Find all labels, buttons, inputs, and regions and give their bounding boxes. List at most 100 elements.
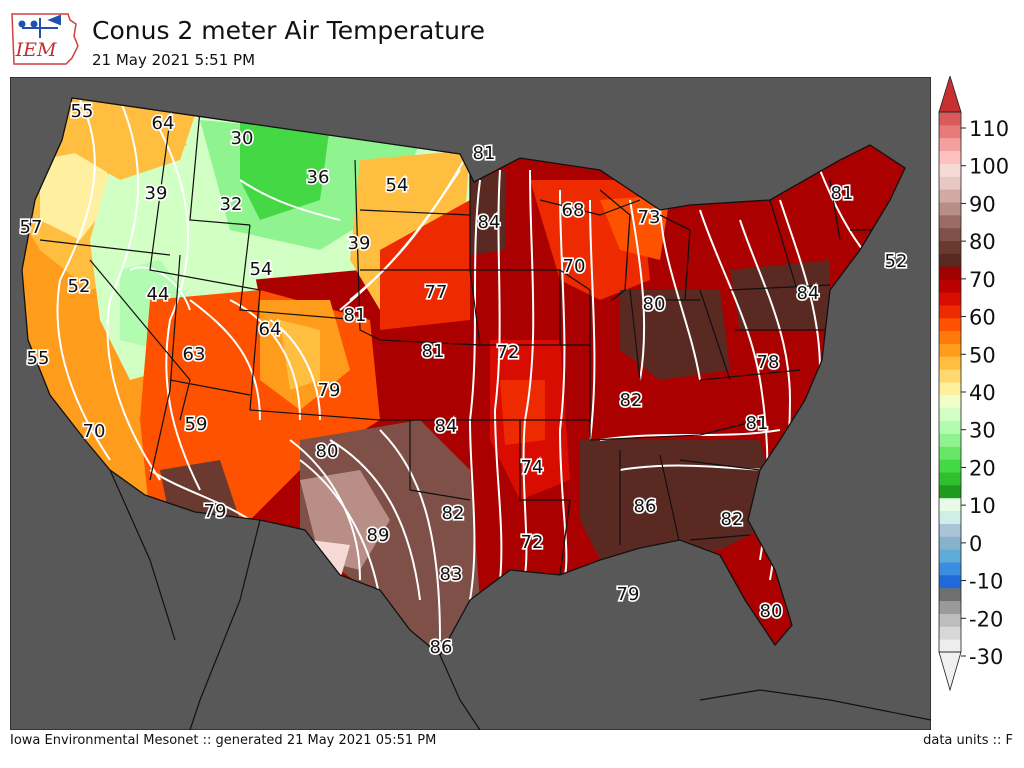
weather-station-icon [18, 14, 61, 38]
temp-label: 79 [204, 501, 227, 522]
temp-label: 84 [478, 212, 501, 233]
temp-label: 63 [183, 344, 206, 365]
colorbar-tick-label: 50 [969, 343, 996, 367]
temp-label: 74 [521, 457, 544, 478]
logo-text: IEM [15, 39, 57, 61]
temp-label: 68 [562, 200, 585, 221]
colorbar-tick-label: 60 [969, 306, 996, 330]
temp-label: 84 [435, 416, 458, 437]
temp-label: 44 [147, 284, 170, 305]
colorbar-swatch [939, 356, 961, 370]
colorbar-swatch [939, 626, 961, 640]
colorbar-swatch [939, 510, 961, 524]
colorbar-swatch [939, 124, 961, 139]
colorbar-swatch [939, 562, 961, 576]
colorbar-swatch [939, 202, 961, 216]
colorbar-swatch [939, 227, 961, 242]
colorbar-swatch [939, 472, 961, 486]
colorbar-swatch [939, 253, 961, 267]
temp-label: 80 [760, 601, 783, 622]
colorbar-swatch [939, 137, 961, 152]
colorbar-tick-label: 80 [969, 230, 996, 254]
colorbar-swatch [939, 407, 961, 422]
colorbar-tick-label: 90 [969, 192, 996, 216]
colorbar-swatch [939, 240, 961, 254]
colorbar-extend-low [938, 651, 962, 692]
isotherm-lines [56, 99, 881, 641]
colorbar-swatch [939, 163, 961, 177]
colorbar-swatch [939, 382, 961, 396]
temp-label: 57 [20, 217, 43, 238]
colorbar-tick-label: 20 [969, 456, 996, 480]
temp-label: 73 [638, 207, 661, 228]
colorbar-tick-label: 0 [969, 532, 982, 556]
colorbar-swatch [939, 330, 961, 344]
colorbar-swatch [939, 536, 961, 550]
colorbar-frame [938, 111, 962, 653]
neighbor-land [109, 469, 931, 730]
temp-label: 86 [634, 496, 657, 517]
colorbar-swatch [939, 446, 961, 460]
colorbar-swatch [939, 304, 961, 319]
temp-label: 89 [367, 525, 390, 546]
colorbar-swatch [939, 176, 961, 190]
colorbar-extend-high [938, 76, 962, 113]
colorbar-swatch [939, 600, 961, 614]
temp-label: 59 [185, 414, 208, 435]
colorbar-swatch [939, 214, 961, 229]
colorbar-swatch [939, 292, 961, 306]
colorbar-swatch [939, 394, 961, 409]
temperature-labels: 55 64 30 81 36 54 39 32 84 68 73 81 57 3… [18, 99, 909, 659]
colorbar-tick-label: -20 [969, 607, 1003, 631]
colorbar-swatch [939, 112, 961, 126]
footer-credit: Iowa Environmental Mesonet :: generated … [10, 733, 437, 748]
temp-label: 81 [746, 413, 769, 434]
colorbar-swatch [939, 189, 961, 203]
colorbar-swatch [939, 523, 961, 537]
colorbar-swatch [939, 420, 961, 434]
temp-label: 81 [344, 305, 367, 326]
temp-label: 81 [473, 143, 496, 164]
colorbar-swatch [939, 549, 961, 563]
colorbar-swatch [939, 639, 961, 653]
iem-logo: IEM [11, 13, 79, 65]
temp-label: 72 [497, 342, 520, 363]
coastlines [21, 97, 906, 657]
colorbar-swatch [939, 497, 961, 512]
colorbar-tick-label: 40 [969, 381, 996, 405]
temp-label: 64 [152, 113, 175, 134]
state-borders [39, 109, 890, 576]
colorbar-tick-label: 110 [969, 117, 1009, 141]
colorbar-swatch [939, 343, 961, 357]
colorbar-swatch [939, 613, 961, 627]
temp-label: 36 [307, 167, 330, 188]
temp-label: 54 [386, 175, 409, 196]
temp-label: 78 [757, 352, 780, 373]
temp-label: 72 [521, 532, 544, 553]
temp-label: 52 [885, 251, 908, 272]
colorbar-swatch [939, 150, 961, 164]
temp-label: 54 [250, 259, 273, 280]
colorbar-swatch [939, 574, 961, 589]
colorbar-swatch [939, 279, 961, 293]
temp-label: 83 [440, 564, 463, 585]
temp-label: 82 [620, 390, 643, 411]
temp-label: 64 [259, 319, 282, 340]
temp-label: 82 [442, 503, 465, 524]
colorbar-swatch [939, 266, 961, 280]
temp-label: 77 [425, 282, 448, 303]
temp-label: 39 [145, 183, 168, 204]
colorbar-swatches [939, 112, 961, 653]
colorbar-tick-label: 70 [969, 268, 996, 292]
temp-label: 55 [27, 348, 50, 369]
colorbar-tick-label: 10 [969, 494, 996, 518]
temp-label: 55 [71, 101, 94, 122]
temp-label: 70 [563, 256, 586, 277]
temp-label: 39 [348, 233, 371, 254]
temp-label: 79 [617, 584, 640, 605]
colorbar-swatch [939, 317, 961, 332]
colorbar-tick-label: -30 [969, 645, 1003, 669]
temp-label: 81 [422, 341, 445, 362]
